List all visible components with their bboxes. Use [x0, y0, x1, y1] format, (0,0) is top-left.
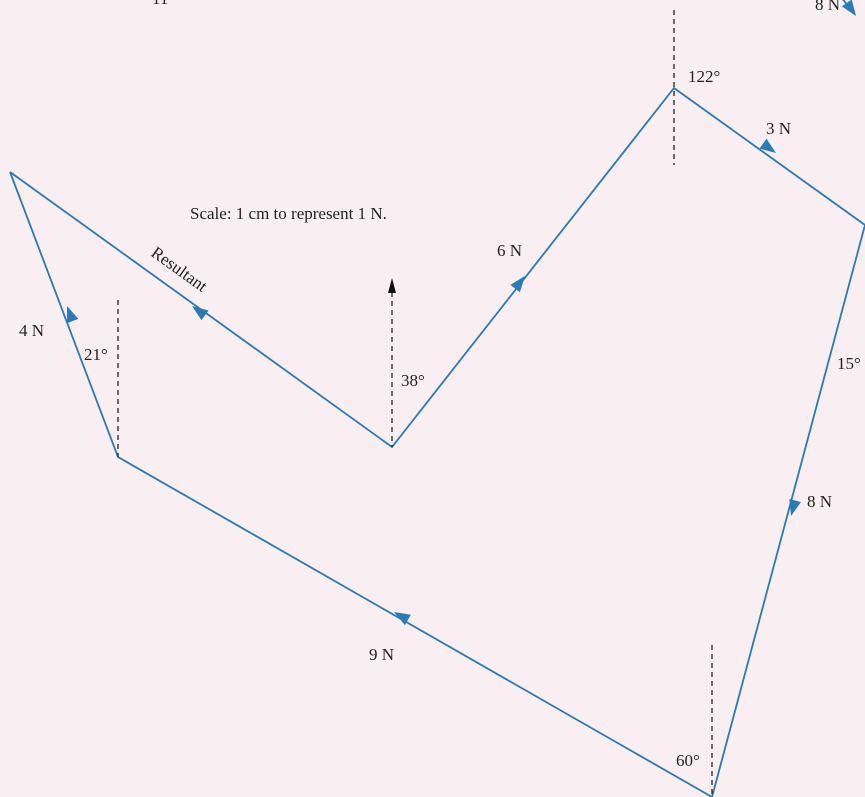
arrow-head	[388, 278, 396, 293]
label: 11	[152, 0, 168, 8]
arrow-head	[67, 306, 79, 324]
label: 8 N	[815, 0, 840, 14]
arrow-head	[789, 498, 801, 516]
label: 21°	[84, 345, 108, 364]
label: 8 N	[807, 492, 832, 511]
arrow-head	[759, 138, 776, 153]
label: 60°	[676, 751, 700, 770]
label: 122°	[688, 67, 720, 86]
label: 9 N	[369, 645, 394, 664]
label: 6 N	[497, 241, 522, 260]
arrow-head	[394, 612, 411, 626]
label: 4 N	[19, 321, 44, 340]
label: 15°	[837, 354, 861, 373]
arrow-head	[192, 306, 209, 321]
arrow-head	[510, 276, 525, 293]
arrow-head	[841, 0, 856, 16]
label: Scale: 1 cm to represent 1 N.	[190, 204, 387, 223]
label: 3 N	[766, 119, 791, 138]
label: 38°	[401, 371, 425, 390]
